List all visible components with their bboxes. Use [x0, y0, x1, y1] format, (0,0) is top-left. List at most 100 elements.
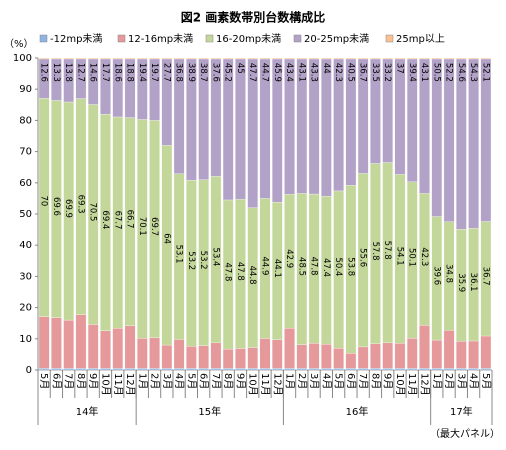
legend-swatch	[205, 34, 214, 43]
bar-segment	[112, 368, 124, 371]
data-label: 47.8	[235, 262, 245, 281]
data-label: 44.1	[272, 259, 282, 278]
bar-segment	[75, 368, 87, 371]
data-label: 57.8	[370, 242, 380, 261]
x-tick-label: 2月	[149, 373, 161, 389]
data-label: 55.6	[358, 248, 368, 267]
data-label: 54.1	[394, 247, 404, 266]
data-label: 36.1	[468, 273, 478, 292]
bar-segment	[394, 343, 406, 369]
bar-segment	[161, 145, 173, 346]
x-tick-label: 7月	[357, 373, 369, 389]
data-label: 43.1	[296, 63, 306, 82]
x-tick-label: 2月	[296, 373, 308, 389]
data-label: 43.3	[309, 63, 319, 82]
bar-segment	[370, 57, 381, 60]
bar-segment	[247, 347, 259, 369]
data-label: 47.4	[321, 258, 331, 277]
bar-segment	[112, 57, 124, 60]
bar-segment	[468, 58, 479, 229]
data-label: 17.7	[100, 63, 110, 82]
data-label: 35.9	[456, 273, 466, 292]
y-tick-label: 70	[19, 147, 32, 158]
data-label: 69.3	[75, 195, 85, 214]
bar-segment	[38, 57, 50, 60]
bar-segment	[161, 344, 173, 369]
bar-segment	[51, 317, 62, 369]
x-tick-label: 7月	[63, 373, 75, 389]
bar-segment	[382, 342, 393, 369]
bar-segment	[186, 368, 197, 371]
bar-segment	[186, 57, 197, 60]
data-label: 64	[161, 233, 171, 244]
bar-segment	[333, 348, 344, 369]
bar-segment	[419, 325, 430, 369]
bar-segment	[370, 343, 381, 369]
bar-segment	[210, 57, 222, 60]
bar-segment	[149, 368, 160, 371]
y-tick-label: 20	[19, 303, 32, 314]
bar-segment	[124, 325, 136, 369]
bar-segment	[345, 368, 357, 371]
data-label: 40.5	[345, 63, 355, 82]
bar-segment	[480, 368, 492, 371]
data-label: 44.8	[247, 266, 257, 285]
data-label: 14.6	[88, 63, 98, 82]
bar-segment	[443, 58, 455, 222]
data-label: 70.5	[88, 202, 98, 221]
data-label: 67.7	[112, 211, 122, 230]
data-label: 42.9	[284, 249, 294, 268]
x-tick-label: 6月	[345, 373, 357, 389]
data-label: 42.3	[419, 247, 429, 266]
data-label: 19.4	[137, 63, 147, 82]
bar-segment	[468, 368, 479, 371]
bar-segment	[198, 345, 209, 369]
bar-segment	[333, 368, 344, 371]
y-tick-label: 40	[19, 240, 32, 251]
data-label: 57.8	[382, 241, 392, 260]
data-label: 18.6	[112, 63, 122, 82]
data-label: 37.6	[210, 63, 220, 82]
bar-segment	[431, 368, 443, 371]
bar-segment	[87, 324, 99, 369]
x-tick-label: 6月	[50, 373, 62, 389]
bar-segment	[63, 57, 74, 60]
legend-label: -12mp未満	[50, 33, 102, 45]
y-tick-label: 100	[13, 53, 32, 64]
legend-swatch	[39, 34, 48, 43]
bar-segment	[210, 368, 222, 371]
bar-segment	[137, 57, 148, 60]
y-tick-label: 80	[19, 115, 32, 126]
bar-segment	[222, 57, 234, 60]
y-tick-label: 50	[19, 209, 32, 220]
bar-segment	[406, 368, 418, 371]
x-tick-label: 1月	[284, 373, 296, 389]
bar-segment	[137, 368, 148, 371]
bar-segment	[406, 338, 418, 369]
data-label: 69.6	[51, 197, 61, 216]
data-label: 44.9	[260, 256, 270, 275]
bar-segment	[456, 58, 467, 230]
bar-segment	[284, 57, 295, 60]
legend-label: 12-16mp未満	[128, 33, 193, 45]
group-label: 16年	[346, 405, 369, 418]
bar-segment	[321, 368, 332, 371]
bar-segment	[321, 58, 332, 197]
bar-segment	[235, 58, 246, 200]
bar-segment	[173, 368, 185, 371]
bar-segment	[394, 58, 406, 175]
data-label: 36.8	[174, 63, 184, 82]
data-label: 53.1	[174, 245, 184, 264]
bar-segment	[357, 346, 369, 369]
data-label: 42.3	[333, 63, 343, 82]
x-tick-label: 7月	[210, 373, 222, 389]
bar-segment	[161, 57, 173, 60]
y-axis-label: （%）	[4, 38, 34, 50]
data-label: 36.7	[358, 63, 368, 82]
data-label: 18.8	[125, 63, 135, 82]
x-tick-label: 8月	[369, 373, 381, 389]
data-label: 38.7	[198, 63, 208, 82]
bar-segment	[431, 57, 443, 60]
bar-segment	[456, 341, 467, 369]
